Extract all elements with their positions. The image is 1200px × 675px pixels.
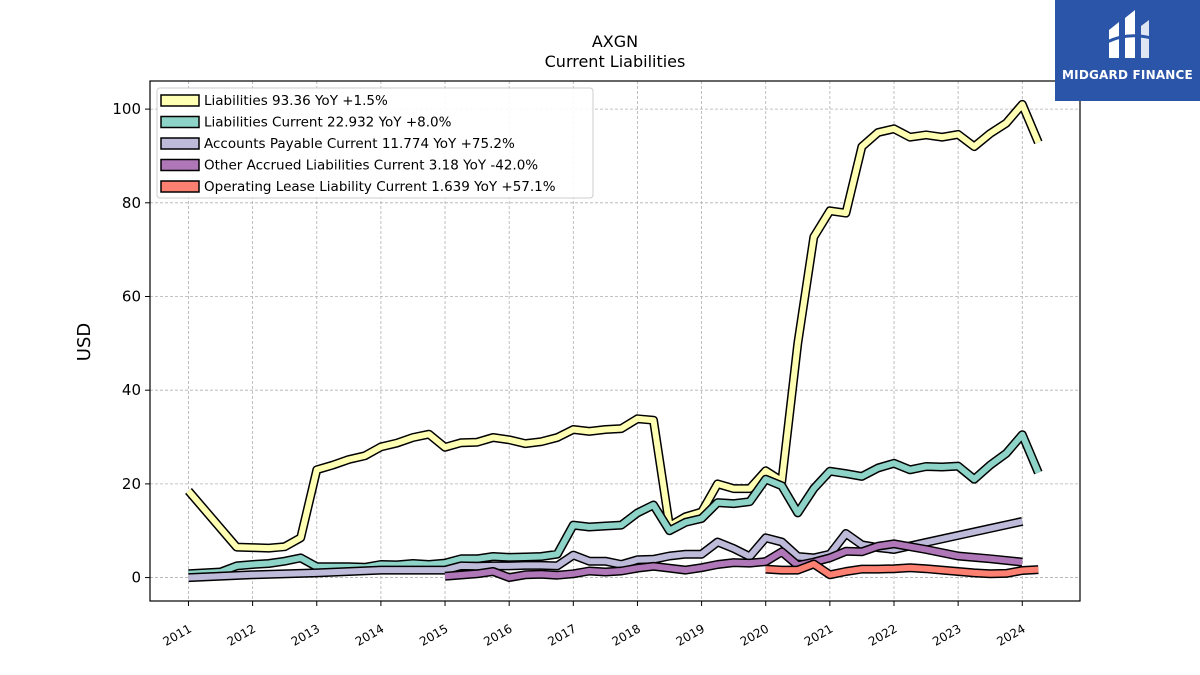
y-tick-label: 100 [112, 100, 141, 118]
legend: Liabilities 93.36 YoY +1.5% Liabilities C… [156, 87, 594, 199]
y-tick-label: 80 [122, 194, 141, 212]
legend-entry: Liabilities 93.36 YoY +1.5% [204, 93, 388, 109]
x-tick-label: 2015 [417, 621, 450, 648]
y-tick-label: 60 [122, 287, 141, 305]
legend-box [156, 87, 594, 199]
legend-entry: Accounts Payable Current 11.774 YoY +75.… [204, 136, 515, 152]
series-line-liabilities [186, 101, 1042, 552]
x-tick-label: 2011 [161, 621, 194, 648]
series-line-liabilities-current [188, 431, 1042, 577]
y-tick-label: 20 [122, 475, 141, 493]
x-tick-label: 2013 [289, 621, 322, 648]
legend-swatch [160, 180, 200, 193]
legend-entry: Other Accrued Liabilities Current 3.18 Y… [204, 158, 538, 174]
legend-entry: Operating Lease Liability Current 1.639 … [204, 179, 556, 195]
logo-mark-icon [1106, 10, 1152, 58]
legend-swatch [160, 137, 200, 150]
legend-swatch [160, 158, 200, 172]
x-tick-label: 2019 [674, 621, 707, 648]
series-line-operating-lease-liability-current [765, 561, 1039, 578]
series-group [185, 99, 1043, 583]
y-axis-label: USD [74, 323, 95, 361]
x-tick-label: 2021 [802, 621, 835, 648]
x-tick-label: 2023 [930, 621, 963, 648]
legend-swatch [160, 94, 200, 107]
series-line-accounts-payable-current [188, 518, 1023, 581]
x-tick-label: 2014 [353, 621, 386, 648]
legend-entry: Liabilities Current 22.932 YoY +8.0% [204, 115, 452, 131]
plot-frame [149, 80, 1081, 602]
chart-subtitle: Current Liabilities [545, 52, 686, 71]
x-tick-label: 2018 [609, 621, 642, 648]
x-tick-label: 2012 [225, 621, 258, 648]
chart-title: AXGN [592, 32, 638, 51]
x-tick-label: 2016 [481, 621, 514, 648]
brand-logo: MIDGARD FINANCE [1055, 0, 1200, 101]
y-tick-label: 40 [122, 381, 141, 399]
series-line-other-accrued-liabilities-current [444, 540, 1023, 581]
logo-text: MIDGARD FINANCE [1062, 68, 1193, 82]
x-tick-label: 2020 [738, 621, 771, 648]
x-tick-label: 2017 [545, 621, 578, 648]
series-outline-liabilities-current [188, 430, 1043, 579]
y-tick-label: 0 [131, 569, 141, 587]
x-tick-label: 2024 [994, 621, 1027, 648]
legend-swatch [160, 115, 200, 129]
x-tick-label: 2022 [866, 621, 899, 648]
